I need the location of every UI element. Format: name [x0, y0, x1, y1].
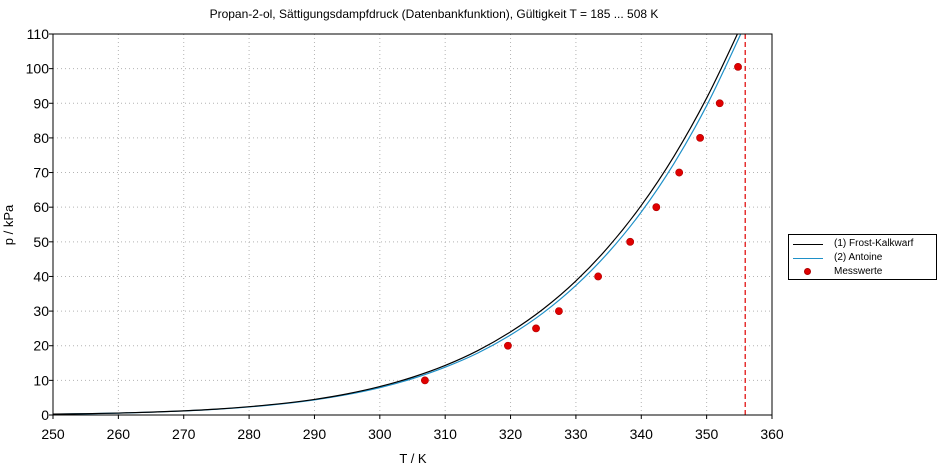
data-point-messwerte [421, 376, 429, 385]
x-tick-label: 340 [630, 426, 654, 442]
plot-area-frame [52, 33, 773, 416]
data-point-messwerte [532, 324, 540, 333]
data-point-messwerte [696, 134, 704, 142]
data-point-messwerte [675, 168, 684, 177]
y-axis-label: p / kPa [1, 204, 16, 245]
series-layer [53, 34, 746, 415]
legend-item-messwerte: Messwerte [789, 265, 936, 279]
legend-marker-messwerte [804, 268, 811, 275]
x-tick-label: 360 [760, 426, 784, 442]
data-point-messwerte [626, 237, 635, 246]
data-point-messwerte [555, 307, 563, 315]
series-line-frost-kalkwarf [53, 34, 739, 415]
data-point-messwerte [715, 99, 724, 108]
legend: (1) Frost-Kalkwarf (2) Antoine Messwerte [788, 234, 937, 280]
chart-title: Propan-2-ol, Sättigungsdampfdruck (Daten… [210, 7, 659, 21]
x-tick-label: 300 [368, 426, 392, 442]
y-tick-label: 70 [33, 165, 49, 181]
y-tick-label: 0 [41, 407, 49, 423]
y-tick-label: 110 [27, 26, 50, 42]
series-line-antoine [53, 34, 742, 415]
x-tick-label: 270 [172, 426, 196, 442]
x-tick-label: 290 [303, 426, 327, 442]
y-tick-label: 20 [33, 338, 49, 354]
data-point-messwerte [504, 341, 512, 350]
y-tick-label: 100 [26, 61, 50, 77]
y-axis-ticks: 0 10 20 30 40 50 60 70 80 90 100 110 [26, 26, 53, 423]
x-tick-label: 280 [237, 426, 261, 442]
x-tick-label: 260 [107, 426, 131, 442]
x-axis-label: T / K [399, 451, 427, 466]
x-axis-ticks: 250 260 270 280 290 300 310 320 330 340 350 360 [41, 415, 784, 442]
x-tick-label: 350 [695, 426, 719, 442]
legend-label: (2) Antoine [834, 252, 883, 263]
legend-swatch-antoine [793, 258, 823, 259]
data-point-messwerte [594, 272, 603, 281]
y-tick-label: 80 [33, 130, 49, 146]
y-tick-label: 60 [33, 199, 49, 215]
y-tick-label: 10 [33, 372, 49, 388]
x-tick-label: 330 [564, 426, 588, 442]
x-tick-label: 320 [499, 426, 523, 442]
y-tick-label: 50 [33, 234, 49, 250]
x-tick-label: 310 [434, 426, 458, 442]
legend-label: (1) Frost-Kalkwarf [834, 238, 914, 249]
y-tick-label: 40 [33, 268, 49, 284]
legend-item-frost-kalkwarf: (1) Frost-Kalkwarf [789, 237, 936, 251]
data-point-messwerte [652, 203, 661, 212]
legend-label: Messwerte [834, 266, 883, 277]
x-tick-label: 250 [41, 426, 65, 442]
y-tick-label: 90 [33, 95, 49, 111]
data-point-messwerte [734, 63, 742, 71]
legend-swatch-frost-kalkwarf [793, 244, 823, 245]
grid-lines [53, 34, 772, 415]
y-tick-label: 30 [33, 303, 49, 319]
legend-item-antoine: (2) Antoine [789, 251, 936, 265]
